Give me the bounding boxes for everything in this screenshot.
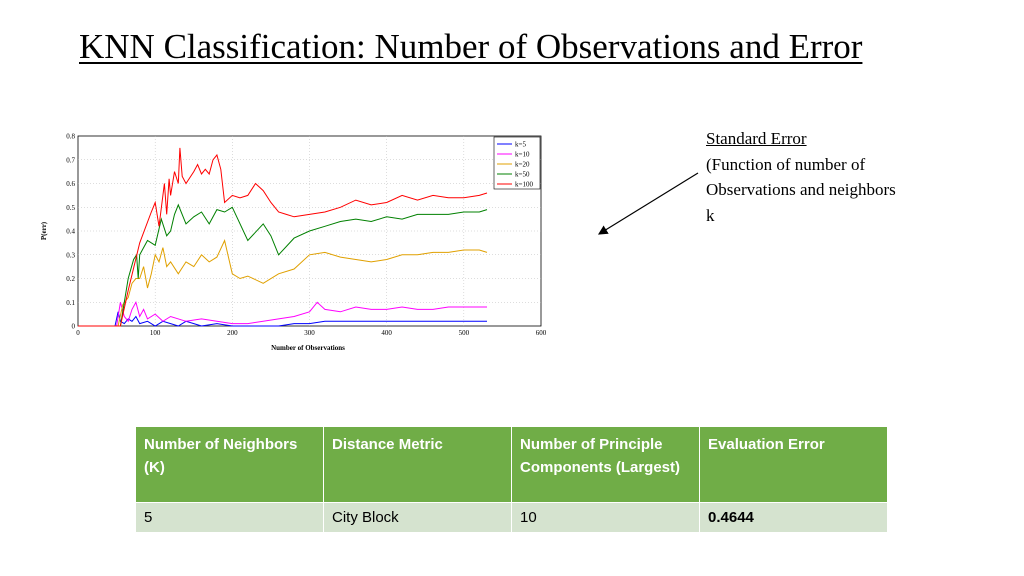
y-tick-label: 0: [72, 323, 76, 331]
series-line-k20: [78, 238, 488, 327]
table-row: 5 City Block 10 0.4644: [135, 502, 888, 533]
legend-label: k=5: [515, 140, 526, 148]
cell-evaluation-error: 0.4644: [699, 502, 888, 533]
x-tick-label: 0: [76, 329, 80, 337]
y-tick-label: 0.8: [66, 133, 75, 141]
x-tick-label: 100: [150, 329, 161, 337]
slide-title: KNN Classification: Number of Observatio…: [79, 27, 863, 66]
annotation: Standard Error (Function of number of Ob…: [706, 126, 896, 228]
cell-neighbors: 5: [135, 502, 324, 533]
cell-distance-metric: City Block: [323, 502, 512, 533]
y-tick-label: 0.3: [66, 251, 75, 259]
y-axis-ticks: 0 0.1 0.2 0.3 0.4 0.5 0.6 0.7 0.8: [66, 133, 75, 331]
legend-label: k=50: [515, 170, 530, 178]
legend-label: k=100: [515, 180, 533, 188]
annotation-heading: Standard Error: [706, 129, 807, 148]
legend-label: k=10: [515, 150, 530, 158]
x-axis-label: Number of Observations: [271, 344, 345, 352]
header-evaluation-error: Evaluation Error: [699, 426, 888, 503]
series-line-k50: [78, 203, 488, 327]
x-tick-label: 400: [381, 329, 392, 337]
x-tick-label: 200: [227, 329, 238, 337]
y-tick-label: 0.6: [66, 180, 75, 188]
y-tick-label: 0.4: [66, 228, 75, 236]
series-line-k10: [78, 300, 487, 327]
error-vs-observations-chart: 0 100 200 300 400 500 600 00.10.20.30.40.50.60…: [40, 133, 547, 353]
series-line-k5: [78, 311, 487, 327]
x-tick-label: 500: [459, 329, 470, 337]
x-tick-label: 300: [304, 329, 315, 337]
annotation-body: (Function of number of Observations and …: [706, 154, 896, 225]
y-tick-label: 0.2: [66, 275, 75, 283]
legend-label: k=20: [515, 160, 530, 168]
header-principal-components: Number of Principle Components (Largest): [511, 426, 700, 503]
y-axis-label: P(err): [40, 221, 48, 240]
y-tick-label: 0.1: [66, 299, 75, 307]
series-line-k100: [78, 147, 488, 327]
series-lines: [78, 147, 488, 327]
x-tick-label: 600: [536, 329, 547, 337]
y-tick-label: 0.7: [66, 156, 75, 164]
header-neighbors: Number of Neighbors (K): [135, 426, 324, 503]
header-distance-metric: Distance Metric: [323, 426, 512, 503]
results-table: Number of Neighbors (K) Distance Metric …: [135, 426, 888, 533]
legend-box: [493, 136, 541, 190]
chart-legend: k=5 k=10 k=20 k=50 k=100: [493, 136, 541, 190]
x-axis-ticks: 0 100 200 300 400 500 600: [76, 329, 547, 337]
cell-principal-components: 10: [511, 502, 700, 533]
arrow-pointer: [597, 172, 699, 235]
y-tick-label: 0.5: [66, 204, 75, 212]
table-header-row: Number of Neighbors (K) Distance Metric …: [135, 426, 888, 503]
